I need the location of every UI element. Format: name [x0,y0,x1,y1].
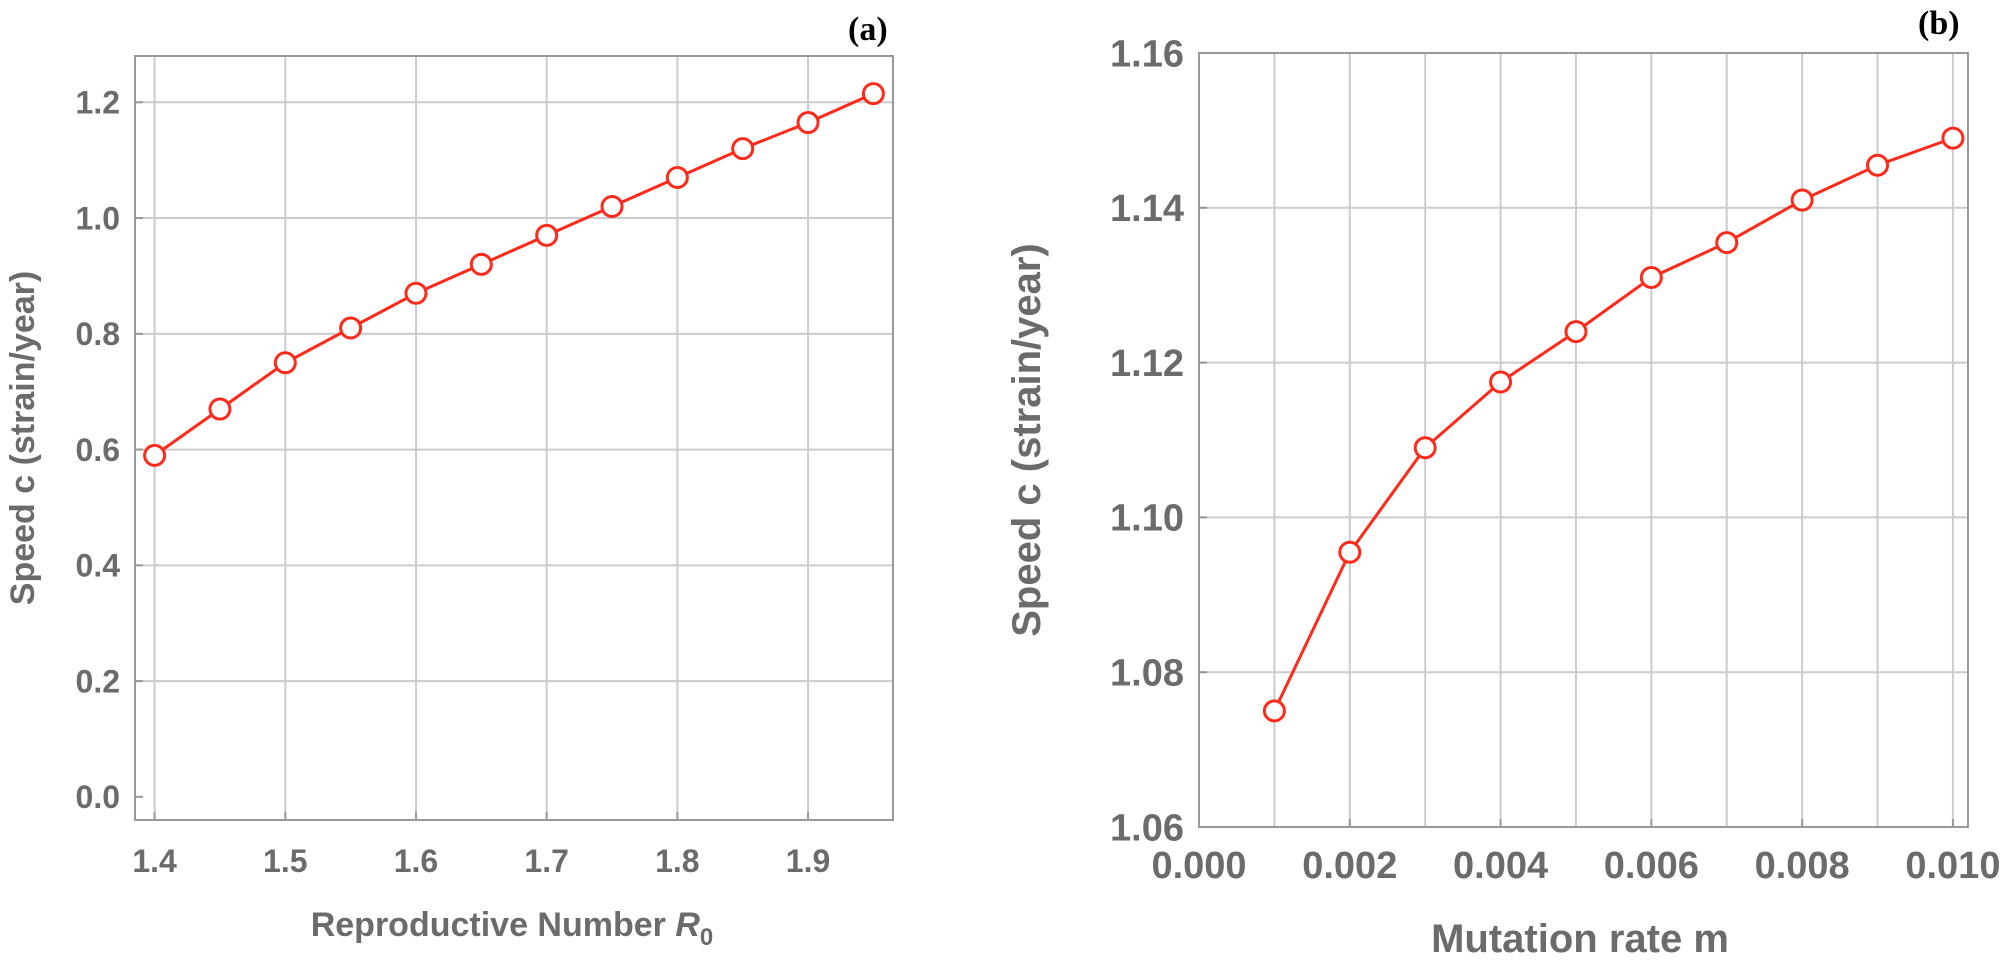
y-tick-label-b-5: 1.16 [1110,33,1184,75]
data-point-a-3 [339,316,363,340]
data-point-b-9 [1941,126,1965,150]
grid-a [135,56,893,820]
y-tick-label-a-4: 0.8 [76,316,120,352]
x-tick-label-b-5: 0.010 [1905,845,2000,887]
data-point-a-1 [208,397,232,421]
y-tick-label-a-5: 1.0 [76,200,120,236]
panel-label-a: (a) [848,11,888,48]
y-tick-label-b-0: 1.06 [1110,807,1184,849]
x-tick-label-b-1: 0.002 [1302,845,1397,887]
y-tick-label-b-3: 1.12 [1110,343,1184,385]
data-point-a-7 [600,194,624,218]
x-tick-label-b-4: 0.008 [1755,845,1850,887]
chart-a: (a) 1.4 1.5 1.6 1.7 1.8 1.9 0.0 0.2 0.4 0.6 0.8 1.0… [4,11,894,951]
x-tick-label-a-1: 1.5 [263,843,307,879]
x-axis-label-a: Reproductive Number R0 [311,906,714,951]
x-tick-label-b-0: 0.000 [1151,845,1246,887]
panel-label-b: (b) [1918,5,1960,42]
x-axis-label-a-sub: 0 [700,924,713,951]
data-point-a-10 [796,111,820,135]
x-axis-label-a-symbol: R [675,906,700,944]
data-point-a-0 [143,443,167,467]
data-point-b-3 [1489,370,1513,394]
data-point-b-1 [1338,540,1362,564]
plot-frame-a [134,55,894,821]
series-b [1262,126,1965,723]
data-point-a-4 [404,281,428,305]
y-tick-label-a-1: 0.2 [76,663,120,699]
ticks-b: 0.000 0.002 0.004 0.006 0.008 0.010 1.06 1.08 1.… [1110,33,2000,887]
grid-b [1199,53,1968,827]
y-tick-label-a-0: 0.0 [76,779,120,815]
data-point-a-9 [731,137,755,161]
y-tick-label-a-6: 1.2 [76,85,120,121]
y-axis-label-a: Speed c (strain/year) [4,271,42,605]
x-tick-label-b-3: 0.006 [1604,845,1699,887]
data-point-b-5 [1639,265,1663,289]
chart-b: (b) 0.000 0.002 0.004 0.006 0.008 0.010 1.06 1.… [1005,5,2000,961]
data-point-b-0 [1262,699,1286,723]
x-tick-label-b-2: 0.004 [1453,845,1548,887]
y-axis-label-b: Speed c (strain/year) [1005,243,1049,637]
series-line-b-0 [1273,136,1954,712]
data-point-b-4 [1564,320,1588,344]
data-point-b-6 [1715,231,1739,255]
x-tick-label-a-2: 1.6 [394,843,438,879]
data-point-a-2 [273,351,297,375]
y-tick-label-a-2: 0.4 [76,548,121,584]
data-point-a-5 [469,252,493,276]
x-tick-label-a-5: 1.9 [786,843,830,879]
x-axis-label-a-main: Reproductive Number [311,906,676,944]
x-tick-label-a-3: 1.7 [524,843,568,879]
data-point-a-6 [535,223,559,247]
data-point-b-8 [1866,153,1890,177]
data-point-a-11 [861,82,885,106]
series-line-a-0 [153,92,875,457]
y-tick-label-a-3: 0.6 [76,432,120,468]
series-a [143,82,885,467]
x-tick-label-a-4: 1.8 [655,843,699,879]
y-tick-label-b-1: 1.08 [1110,653,1184,695]
plot-frame-b [1198,52,1969,828]
x-tick-label-a-0: 1.4 [132,843,177,879]
y-tick-label-b-2: 1.10 [1110,498,1184,540]
data-point-b-2 [1413,436,1437,460]
data-point-a-8 [665,166,689,190]
y-tick-label-b-4: 1.14 [1110,188,1184,230]
ticks-a: 1.4 1.5 1.6 1.7 1.8 1.9 0.0 0.2 0.4 0.6 0.8 1.0 1.2 [76,85,831,879]
x-axis-label-b: Mutation rate m [1431,917,1729,961]
data-point-b-7 [1790,188,1814,212]
